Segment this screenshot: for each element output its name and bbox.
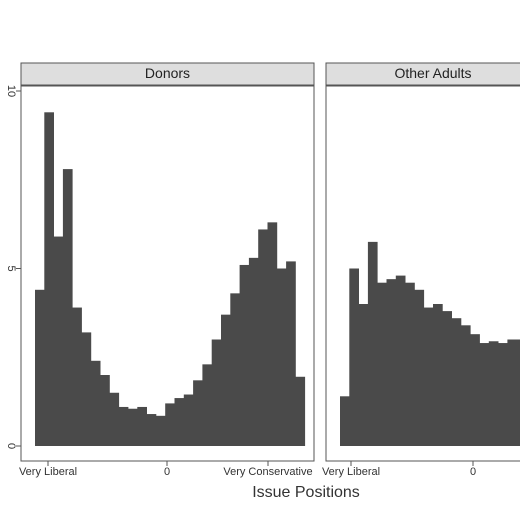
histogram-bar — [109, 392, 120, 446]
facet-title: Donors — [145, 65, 190, 81]
x-tick-label: Very Liberal — [19, 466, 77, 478]
histogram-bar — [137, 406, 147, 446]
facet-strip-1 — [325, 62, 520, 86]
histogram-bar — [90, 360, 101, 446]
histogram-bar — [488, 341, 499, 446]
x-axis-title: Issue Positions — [252, 484, 360, 501]
histogram-bar — [128, 408, 138, 446]
histogram-bar — [81, 332, 92, 446]
histogram-bar — [498, 343, 508, 446]
histogram-bar — [507, 339, 518, 446]
x-tick-label: 0 — [164, 466, 170, 478]
histogram-bar — [460, 325, 471, 446]
histogram-bar — [211, 339, 222, 446]
histogram-bar — [367, 241, 378, 446]
y-tick-label: 0 — [5, 443, 17, 449]
histogram-bar — [230, 293, 240, 446]
histogram-bar — [35, 289, 45, 446]
y-tick-label: 10 — [5, 85, 17, 97]
histogram-bar — [248, 257, 259, 446]
histogram-bar — [146, 414, 157, 446]
histogram-bar — [479, 343, 490, 446]
histogram-bar — [405, 282, 415, 446]
histogram-bar — [377, 282, 387, 446]
x-tick-label: Very Conservative — [223, 466, 312, 478]
histogram-bar — [295, 376, 306, 446]
histogram-bar — [442, 311, 452, 446]
histogram-bar — [423, 307, 434, 446]
histogram-bar — [470, 334, 480, 446]
histogram-bar — [395, 275, 406, 446]
facet-title: Other Adults — [394, 65, 471, 81]
histogram-bar — [349, 268, 359, 446]
x-tick-label: 0 — [470, 466, 476, 478]
histogram-bar — [193, 380, 203, 446]
facet-strip-0 — [20, 62, 315, 86]
histogram-bar — [451, 318, 462, 446]
histogram-bar — [239, 264, 250, 446]
histogram-bar — [286, 261, 296, 446]
histogram-bar — [340, 396, 350, 446]
histogram-bar — [100, 375, 110, 446]
histogram-bar — [358, 304, 369, 446]
histogram-bar — [202, 364, 213, 446]
histogram-bar — [53, 236, 64, 446]
histogram-bar — [118, 406, 129, 446]
histogram-bar — [267, 222, 278, 446]
histogram-bar — [276, 268, 287, 446]
histogram-bar — [62, 169, 73, 446]
histogram-bar — [414, 289, 425, 446]
histogram-bar — [174, 398, 185, 446]
histogram-bar — [386, 279, 397, 446]
histogram-bar — [516, 339, 520, 446]
histogram-bar — [72, 307, 82, 446]
histogram-bar — [183, 394, 194, 446]
histogram-bar — [433, 304, 443, 446]
histogram-bar — [165, 403, 175, 446]
histogram-bar — [221, 314, 231, 446]
y-tick-label: 5 — [5, 265, 17, 271]
histogram-bar — [44, 112, 54, 447]
histogram-bar — [155, 415, 166, 446]
histogram-bar — [258, 229, 268, 446]
x-tick-label: Very Liberal — [322, 466, 380, 478]
